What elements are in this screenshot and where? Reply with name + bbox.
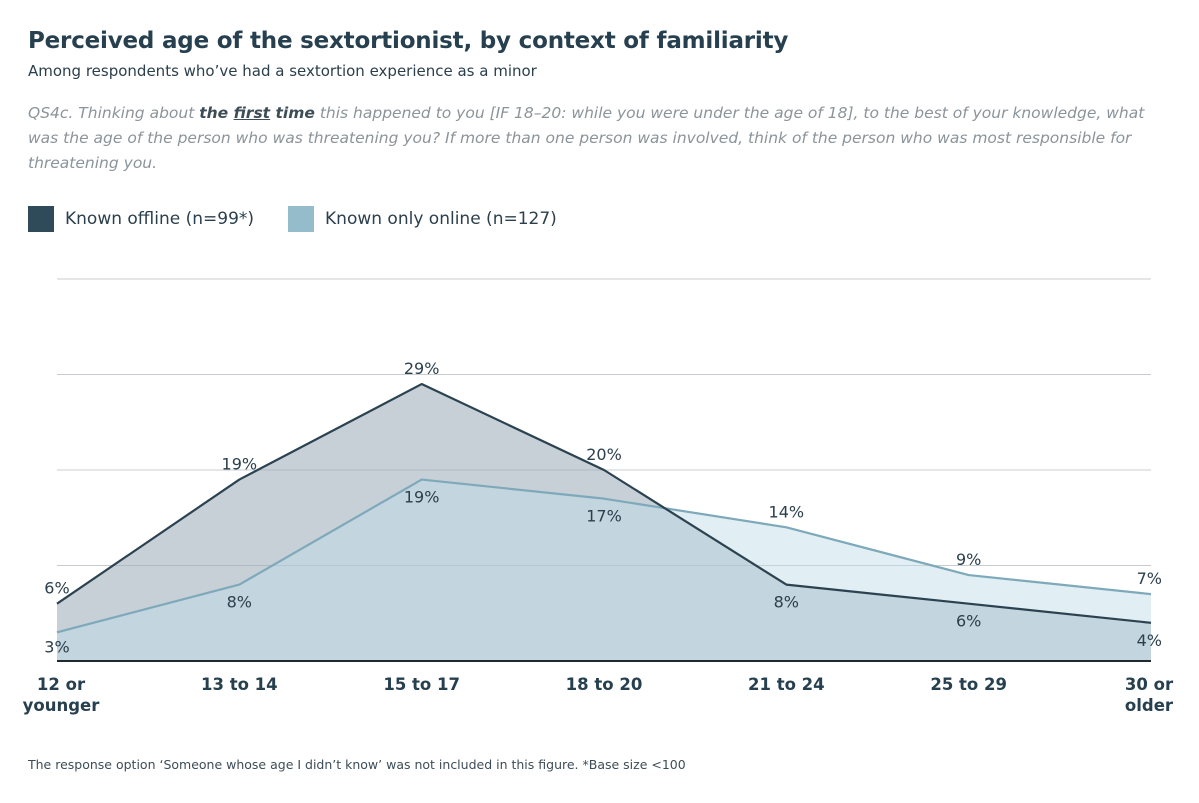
- legend-label-known-offline: Known offline (n=99*): [65, 209, 255, 229]
- line-known-offline: [56, 382, 1152, 624]
- data-label-known-offline-4: 8%: [774, 593, 799, 612]
- data-label-known-online-0: 3%: [44, 637, 69, 656]
- data-label-known-offline-3: 20%: [586, 445, 622, 464]
- x-tick-label-1: 13 to 14: [201, 675, 278, 694]
- chart-legend: Known offline (n=99*) Known only online …: [28, 206, 591, 232]
- data-label-known-offline-0: 6%: [44, 579, 69, 598]
- data-label-known-offline-6: 4%: [1137, 631, 1162, 650]
- question-prefix: QS4c. Thinking about: [28, 104, 195, 122]
- data-label-known-offline-5: 6%: [956, 612, 981, 631]
- question-bold-the: the: [199, 104, 229, 122]
- footnote: The response option ‘Someone whose age I…: [28, 757, 686, 772]
- data-label-known-offline-1: 19%: [222, 455, 258, 474]
- x-tick-label-2: 15 to 17: [383, 675, 460, 694]
- chart-title: Perceived age of the sextortionist, by c…: [28, 28, 789, 54]
- data-label-known-online-4: 14%: [769, 502, 805, 521]
- legend-swatch-known-online: [288, 206, 315, 232]
- legend-item-known-offline: Known offline (n=99*): [28, 206, 254, 232]
- data-label-known-online-6: 7%: [1137, 569, 1162, 588]
- x-tick-label-4: 21 to 24: [748, 675, 825, 694]
- legend-item-known-online: Known only online (n=127): [288, 206, 557, 232]
- x-tick-label-0-line0: 12 or: [37, 675, 86, 694]
- data-label-known-online-5: 9%: [956, 550, 981, 569]
- area-known-offline: [57, 384, 1151, 661]
- data-label-known-online-3: 17%: [586, 507, 622, 526]
- question-rest: this happened to you [IF 18–20: while yo…: [28, 104, 1145, 172]
- data-label-known-offline-2: 29%: [404, 359, 440, 378]
- x-tick-label-6-line1: older: [1125, 696, 1174, 715]
- x-tick-label-0-line1: younger: [23, 696, 101, 715]
- question-emphasis: the first time: [199, 104, 315, 122]
- x-tick-label-5: 25 to 29: [930, 675, 1007, 694]
- line-known-online: [56, 478, 1152, 634]
- legend-label-known-online: Known only online (n=127): [325, 209, 557, 229]
- x-tick-label-6-line0: 30 or: [1125, 675, 1174, 694]
- legend-swatch-known-offline: [28, 206, 54, 232]
- chart-subtitle: Among respondents who’ve had a sextortio…: [28, 62, 537, 80]
- x-tick-label-3: 18 to 20: [566, 675, 643, 694]
- question-bold-first: first: [233, 104, 271, 122]
- data-label-known-online-1: 8%: [227, 593, 252, 612]
- question-bold-time: time: [275, 104, 315, 122]
- survey-question: QS4c. Thinking about the first time this…: [28, 101, 1168, 176]
- data-label-known-online-2: 19%: [404, 488, 440, 507]
- area-known-online: [57, 479, 1151, 661]
